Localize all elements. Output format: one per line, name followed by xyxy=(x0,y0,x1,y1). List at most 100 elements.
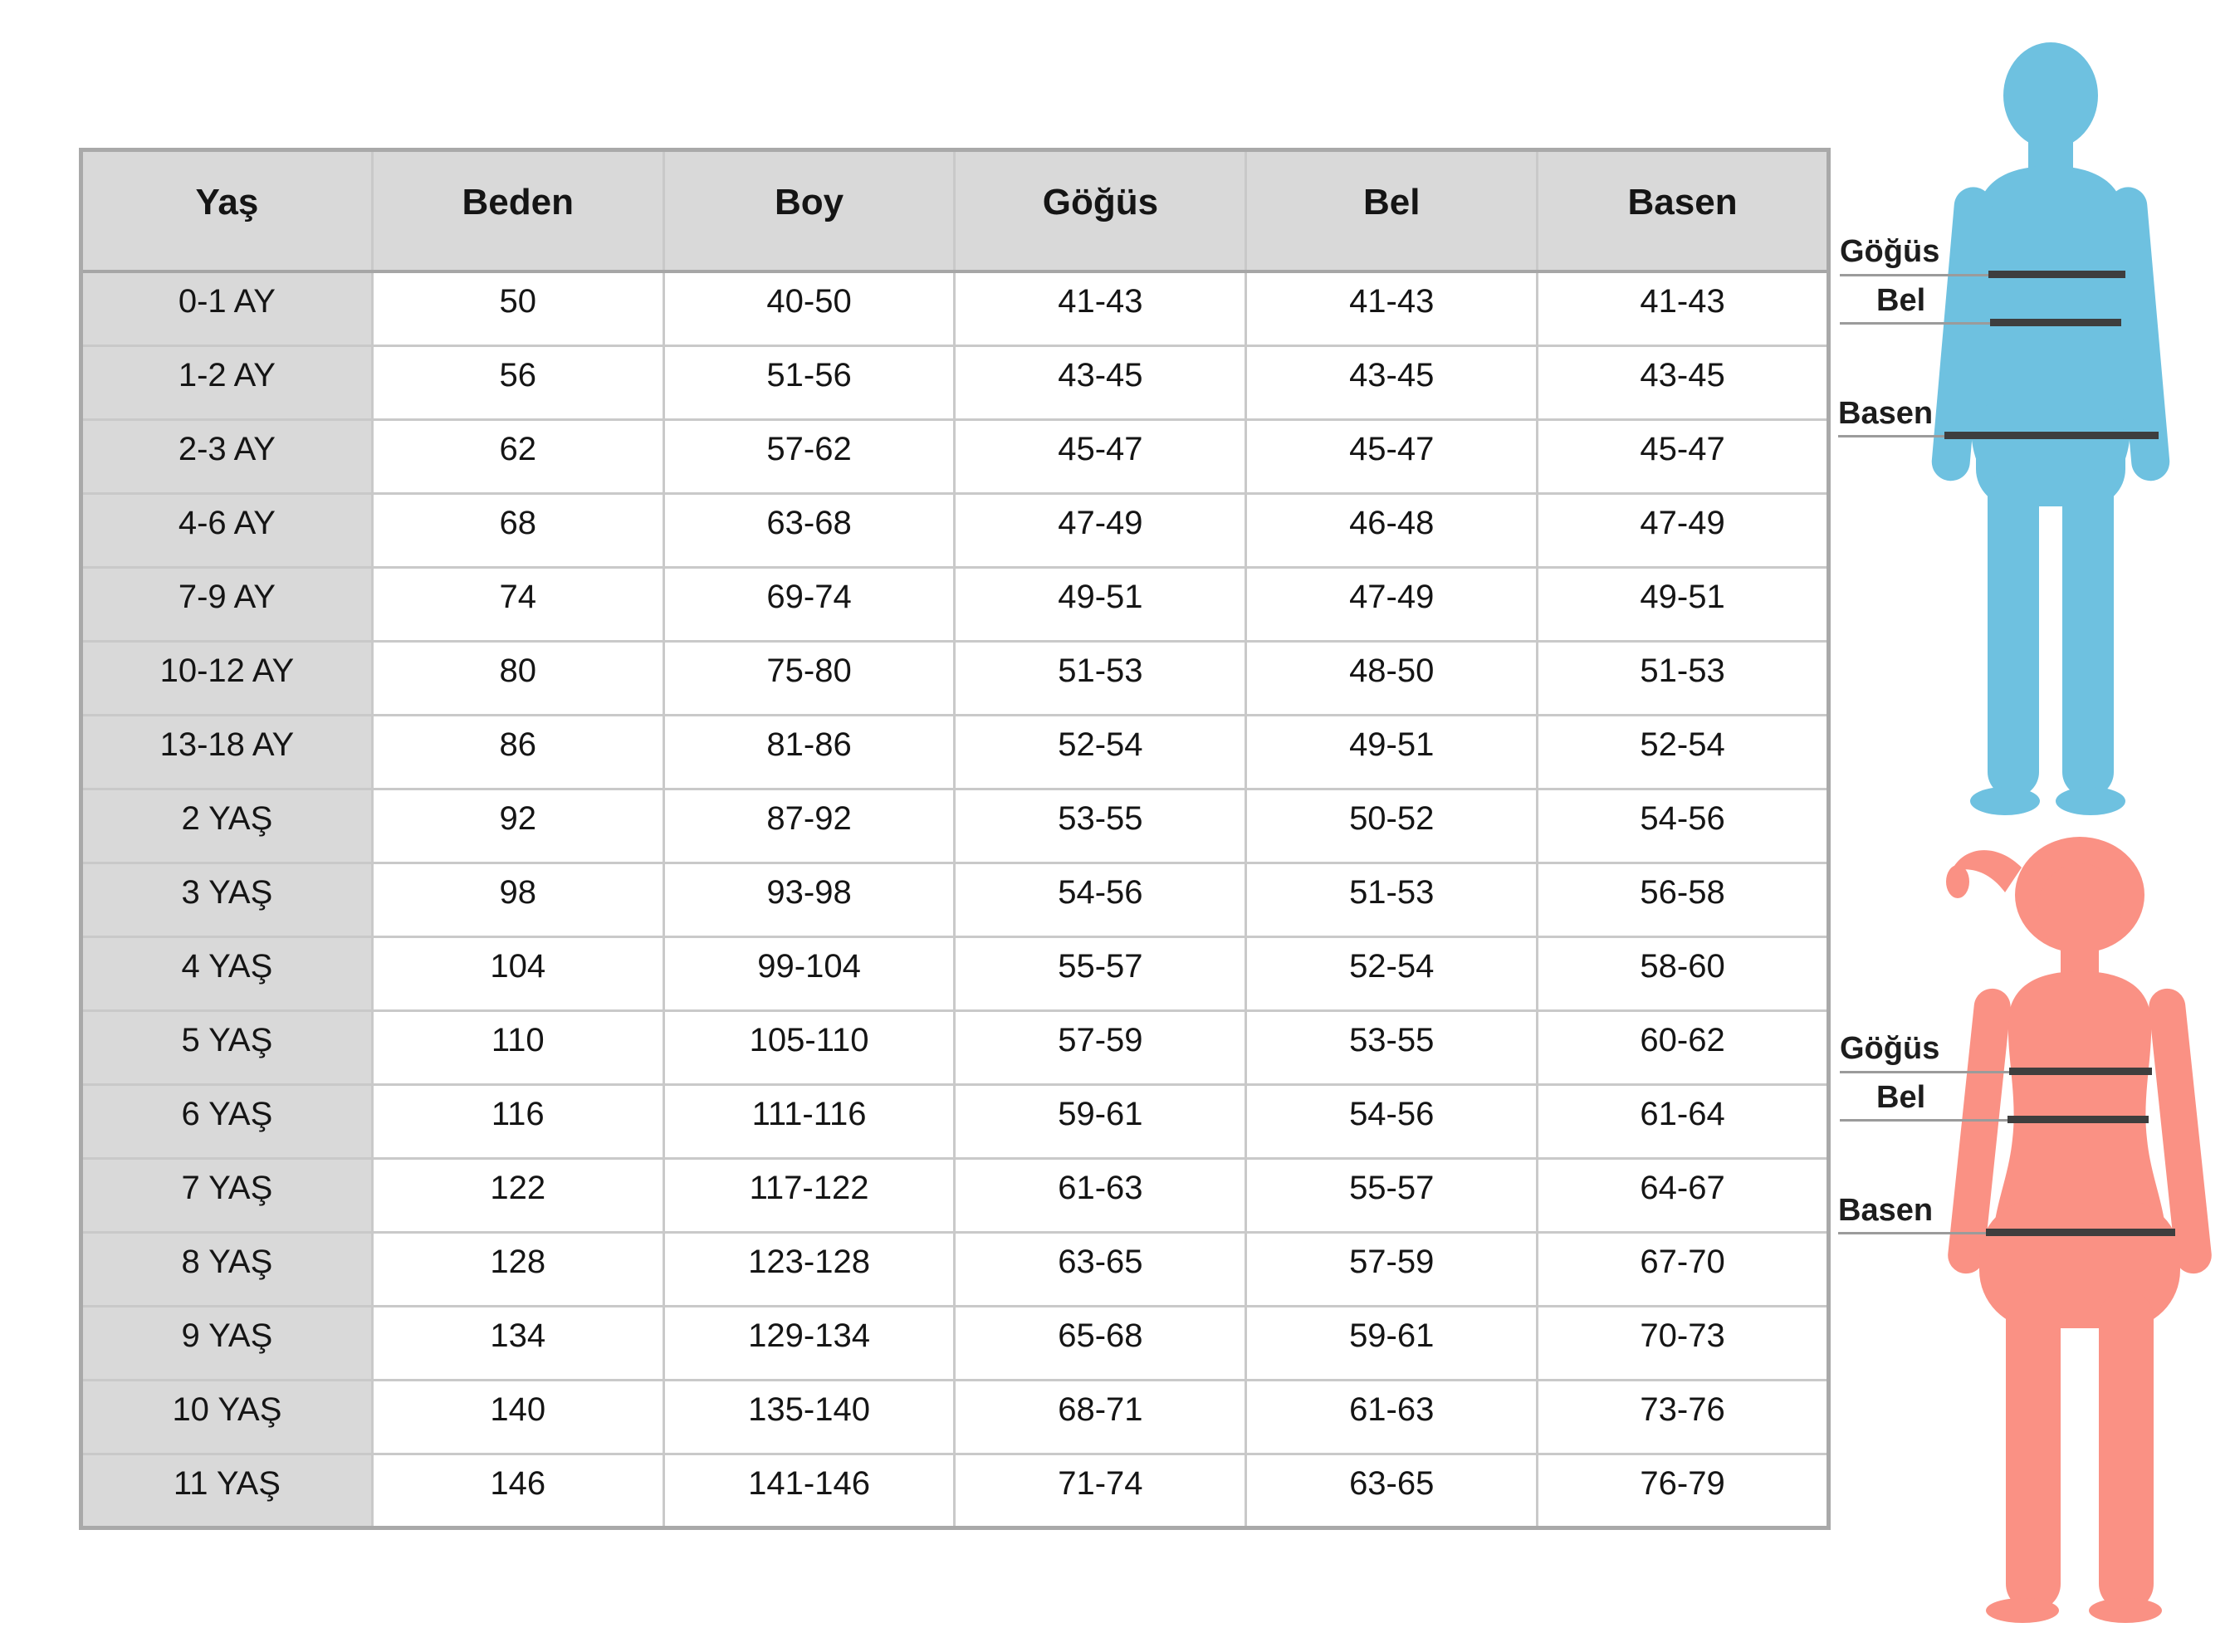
table-cell: 54-56 xyxy=(1245,1083,1539,1160)
table-cell: 86 xyxy=(370,713,665,790)
table-cell: 47-49 xyxy=(953,491,1248,569)
table-row: 8 YAŞ 128 123-128 63-65 57-59 67-70 xyxy=(80,1230,1830,1307)
table-cell: 59-61 xyxy=(1245,1304,1539,1381)
table-cell: 43-45 xyxy=(1245,344,1539,421)
table-cell: 41-43 xyxy=(1536,270,1830,347)
boy-silhouette xyxy=(1931,42,2170,815)
table-cell: 40-50 xyxy=(662,270,956,347)
table-cell: 104 xyxy=(370,935,665,1012)
girl-silhouette xyxy=(1946,837,2212,1623)
table-cell: 128 xyxy=(370,1230,665,1307)
column-header: Beden xyxy=(370,149,665,273)
table-cell: 41-43 xyxy=(953,270,1248,347)
table-cell: 49-51 xyxy=(1536,565,1830,643)
table-cell: 47-49 xyxy=(1536,491,1830,569)
table-cell: 122 xyxy=(370,1156,665,1234)
table-row: 1-2 AY 56 51-56 43-45 43-45 43-45 xyxy=(80,344,1830,421)
table-row: 0-1 AY 50 40-50 41-43 41-43 41-43 xyxy=(80,270,1830,347)
girl-hip-label: Basen xyxy=(1838,1193,1934,1228)
table-cell: 74 xyxy=(370,565,665,643)
table-row: 3 YAŞ 98 93-98 54-56 51-53 56-58 xyxy=(80,861,1830,938)
table-cell: 75-80 xyxy=(662,639,956,716)
table-cell: 63-65 xyxy=(953,1230,1248,1307)
table-row: 2 YAŞ 92 87-92 53-55 50-52 54-56 xyxy=(80,787,1830,864)
table-cell: 76-79 xyxy=(1536,1452,1830,1529)
table-cell: 69-74 xyxy=(662,565,956,643)
table-cell: 53-55 xyxy=(1245,1009,1539,1086)
table-row: 2-3 AY 62 57-62 45-47 45-47 45-47 xyxy=(80,418,1830,495)
table-cell: 81-86 xyxy=(662,713,956,790)
boy-chest-line xyxy=(1988,271,2125,278)
row-header: 13-18 AY xyxy=(80,713,374,790)
row-header: 9 YAŞ xyxy=(80,1304,374,1381)
table-cell: 111-116 xyxy=(662,1083,956,1160)
table-cell: 146 xyxy=(370,1452,665,1529)
girl-hip-line xyxy=(1986,1229,2175,1236)
table-cell: 54-56 xyxy=(1536,787,1830,864)
row-header: 7-9 AY xyxy=(80,565,374,643)
row-header: 5 YAŞ xyxy=(80,1009,374,1086)
column-header: Boy xyxy=(662,149,956,273)
table-cell: 43-45 xyxy=(1536,344,1830,421)
column-header: Yaş xyxy=(80,149,374,273)
table-row: 10 YAŞ 140 135-140 68-71 61-63 73-76 xyxy=(80,1378,1830,1455)
girl-waist-label: Bel xyxy=(1876,1080,1926,1115)
table-row: 5 YAŞ 110 105-110 57-59 53-55 60-62 xyxy=(80,1009,1830,1086)
row-header: 4-6 AY xyxy=(80,491,374,569)
table-cell: 50 xyxy=(370,270,665,347)
table-row: 4 YAŞ 104 99-104 55-57 52-54 58-60 xyxy=(80,935,1830,1012)
table-cell: 129-134 xyxy=(662,1304,956,1381)
table-cell: 58-60 xyxy=(1536,935,1830,1012)
table-cell: 68 xyxy=(370,491,665,569)
table-cell: 61-64 xyxy=(1536,1083,1830,1160)
table-cell: 53-55 xyxy=(953,787,1248,864)
girl-waist-line xyxy=(2007,1116,2149,1123)
boy-chest-leader-line xyxy=(1840,274,2014,276)
table-cell: 51-53 xyxy=(1536,639,1830,716)
table-cell: 57-59 xyxy=(1245,1230,1539,1307)
table-row: 7-9 AY 74 69-74 49-51 47-49 49-51 xyxy=(80,565,1830,643)
boy-chest-label: Göğüs xyxy=(1840,234,1940,269)
row-header: 4 YAŞ xyxy=(80,935,374,1012)
table-cell: 48-50 xyxy=(1245,639,1539,716)
table-cell: 52-54 xyxy=(1536,713,1830,790)
table-cell: 70-73 xyxy=(1536,1304,1830,1381)
table-row: 9 YAŞ 134 129-134 65-68 59-61 70-73 xyxy=(80,1304,1830,1381)
table-cell: 134 xyxy=(370,1304,665,1381)
table-cell: 65-68 xyxy=(953,1304,1248,1381)
table-cell: 62 xyxy=(370,418,665,495)
table-cell: 45-47 xyxy=(1536,418,1830,495)
table-row: 4-6 AY 68 63-68 47-49 46-48 47-49 xyxy=(80,491,1830,569)
table-cell: 55-57 xyxy=(1245,1156,1539,1234)
table-cell: 51-53 xyxy=(953,639,1248,716)
table-cell: 99-104 xyxy=(662,935,956,1012)
row-header: 10-12 AY xyxy=(80,639,374,716)
table-cell: 59-61 xyxy=(953,1083,1248,1160)
girl-chest-line xyxy=(2009,1068,2152,1075)
table-cell: 98 xyxy=(370,861,665,938)
table-cell: 56-58 xyxy=(1536,861,1830,938)
table-cell: 50-52 xyxy=(1245,787,1539,864)
table-cell: 105-110 xyxy=(662,1009,956,1086)
table-cell: 110 xyxy=(370,1009,665,1086)
table-cell: 68-71 xyxy=(953,1378,1248,1455)
table-cell: 49-51 xyxy=(953,565,1248,643)
boy-waist-line xyxy=(1990,319,2121,326)
header-row: Yaş Beden Boy Göğüs Bel Basen xyxy=(80,149,1830,273)
table-cell: 51-56 xyxy=(662,344,956,421)
row-header: 2-3 AY xyxy=(80,418,374,495)
size-table-header: Yaş Beden Boy Göğüs Bel Basen xyxy=(80,149,1830,273)
girl-chest-label: Göğüs xyxy=(1840,1031,1940,1066)
table-cell: 93-98 xyxy=(662,861,956,938)
girl-chest-leader-line xyxy=(1840,1071,2014,1073)
table-cell: 60-62 xyxy=(1536,1009,1830,1086)
table-row: 7 YAŞ 122 117-122 61-63 55-57 64-67 xyxy=(80,1156,1830,1234)
size-table: Yaş Beden Boy Göğüs Bel Basen 0-1 AY 50 40-50 41… xyxy=(79,148,1831,1530)
row-header: 7 YAŞ xyxy=(80,1156,374,1234)
row-header: 11 YAŞ xyxy=(80,1452,374,1529)
boy-waist-label: Bel xyxy=(1876,283,1926,318)
table-cell: 63-65 xyxy=(1245,1452,1539,1529)
table-cell: 64-67 xyxy=(1536,1156,1830,1234)
row-header: 2 YAŞ xyxy=(80,787,374,864)
table-cell: 46-48 xyxy=(1245,491,1539,569)
